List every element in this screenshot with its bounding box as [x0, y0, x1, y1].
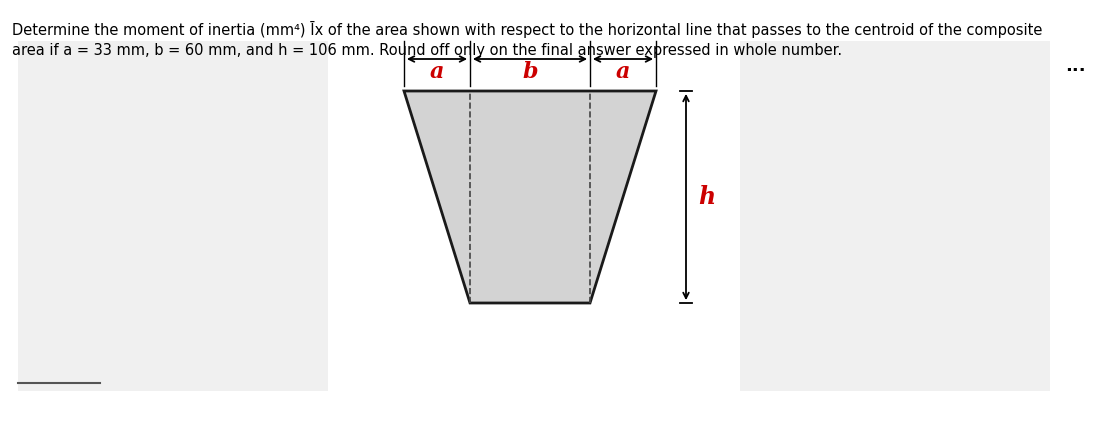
Text: Determine the moment of inertia (mm⁴) Īx of the area shown with respect to the h: Determine the moment of inertia (mm⁴) Īx… — [12, 21, 1043, 38]
Text: h: h — [698, 185, 715, 209]
Text: a: a — [430, 61, 444, 83]
Text: area if a = 33 mm, b = 60 mm, and h = 106 mm. Round off only on the final answer: area if a = 33 mm, b = 60 mm, and h = 10… — [12, 43, 843, 58]
Bar — [740, 41, 1050, 391]
Text: a: a — [615, 61, 630, 83]
Bar — [18, 41, 328, 391]
Text: b: b — [523, 61, 538, 83]
Polygon shape — [404, 91, 656, 303]
Text: ...: ... — [1064, 57, 1085, 75]
